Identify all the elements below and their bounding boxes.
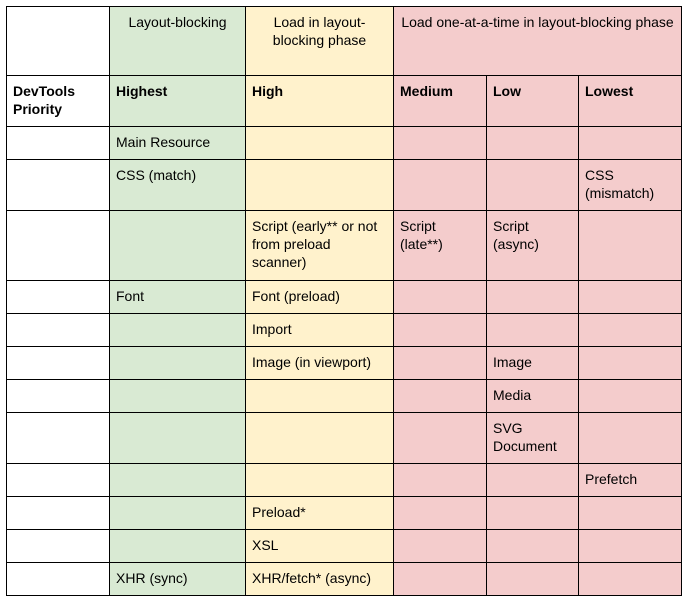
cell-medium [393, 126, 487, 160]
table-row: XSL [6, 529, 683, 563]
cell-lowest [577, 529, 683, 563]
cell-low [486, 280, 579, 314]
cell-highest [109, 346, 246, 380]
row-label-cell [6, 280, 110, 314]
devtools-priority-label: DevTools Priority [6, 75, 110, 127]
cell-lowest [577, 126, 683, 160]
priority-header-row: DevTools Priority Highest High Medium Lo… [6, 75, 683, 127]
cell-lowest: CSS (mismatch) [577, 159, 683, 211]
cell-medium [393, 463, 487, 497]
cell-low [486, 496, 579, 530]
table-row: SVG Document [6, 412, 683, 464]
cell-lowest [577, 210, 683, 281]
cell-high [245, 379, 394, 413]
cell-medium [393, 412, 487, 464]
cell-low: Script (async) [486, 210, 579, 281]
table-row: Preload* [6, 496, 683, 530]
phase-header-row: Layout-blocking Load in layout-blocking … [6, 6, 683, 76]
cell-high: XHR/fetch* (async) [245, 562, 394, 596]
cell-highest [109, 412, 246, 464]
cell-low: Image [486, 346, 579, 380]
table-row: Import [6, 313, 683, 347]
cell-medium [393, 313, 487, 347]
cell-highest: CSS (match) [109, 159, 246, 211]
cell-lowest [577, 313, 683, 347]
cell-lowest [577, 379, 683, 413]
cell-highest [109, 496, 246, 530]
priority-low: Low [486, 75, 579, 127]
cell-high [245, 463, 394, 497]
phase-load-one-at-a-time: Load one-at-a-time in layout-blocking ph… [392, 6, 683, 76]
cell-low [486, 126, 579, 160]
priority-high: High [245, 75, 394, 127]
cell-medium [393, 346, 487, 380]
cell-highest: Main Resource [109, 126, 246, 160]
cell-high [245, 159, 394, 211]
priority-medium: Medium [393, 75, 487, 127]
cell-low [486, 529, 579, 563]
cell-lowest [577, 562, 683, 596]
cell-lowest: Prefetch [577, 463, 683, 497]
priority-highest: Highest [109, 75, 246, 127]
phase-header-empty-cell [6, 6, 110, 76]
cell-highest: XHR (sync) [109, 562, 246, 596]
cell-low [486, 313, 579, 347]
row-label-cell [6, 313, 110, 347]
row-label-cell [6, 346, 110, 380]
table-row: Media [6, 379, 683, 413]
cell-medium [393, 280, 487, 314]
cell-low: Media [486, 379, 579, 413]
cell-lowest [577, 346, 683, 380]
cell-high: XSL [245, 529, 394, 563]
table-row: Main Resource [6, 126, 683, 160]
cell-highest [109, 210, 246, 281]
row-label-cell [6, 463, 110, 497]
table-row: XHR (sync) XHR/fetch* (async) [6, 562, 683, 596]
cell-medium [393, 159, 487, 211]
row-label-cell [6, 126, 110, 160]
cell-high: Import [245, 313, 394, 347]
row-label-cell [6, 379, 110, 413]
phase-load-in-blocking: Load in layout-blocking phase [245, 6, 394, 76]
cell-medium: Script (late**) [393, 210, 487, 281]
cell-medium [393, 379, 487, 413]
cell-high [245, 412, 394, 464]
phase-layout-blocking: Layout-blocking [109, 6, 246, 76]
row-label-cell [6, 159, 110, 211]
row-label-cell [6, 562, 110, 596]
cell-lowest [577, 496, 683, 530]
row-label-cell [6, 529, 110, 563]
cell-high [245, 126, 394, 160]
cell-medium [393, 496, 487, 530]
table-row: Image (in viewport) Image [6, 346, 683, 380]
cell-lowest [577, 280, 683, 314]
cell-medium [393, 529, 487, 563]
row-label-cell [6, 412, 110, 464]
cell-lowest [577, 412, 683, 464]
cell-low [486, 463, 579, 497]
table-row: Font Font (preload) [6, 280, 683, 314]
cell-highest: Font [109, 280, 246, 314]
cell-low: SVG Document [486, 412, 579, 464]
cell-high: Preload* [245, 496, 394, 530]
row-label-cell [6, 496, 110, 530]
table-row: Prefetch [6, 463, 683, 497]
cell-low [486, 159, 579, 211]
table-body: Layout-blocking Load in layout-blocking … [6, 6, 683, 596]
cell-highest [109, 529, 246, 563]
cell-highest [109, 379, 246, 413]
cell-medium [393, 562, 487, 596]
cell-highest [109, 313, 246, 347]
priority-table: Layout-blocking Load in layout-blocking … [6, 6, 683, 596]
priority-lowest: Lowest [577, 75, 683, 127]
cell-low [486, 562, 579, 596]
cell-high: Image (in viewport) [245, 346, 394, 380]
row-label-cell [6, 210, 110, 281]
cell-high: Font (preload) [245, 280, 394, 314]
table-row: CSS (match) CSS (mismatch) [6, 159, 683, 211]
cell-highest [109, 463, 246, 497]
table-row: Script (early** or not from preload scan… [6, 210, 683, 281]
cell-high: Script (early** or not from preload scan… [245, 210, 394, 281]
